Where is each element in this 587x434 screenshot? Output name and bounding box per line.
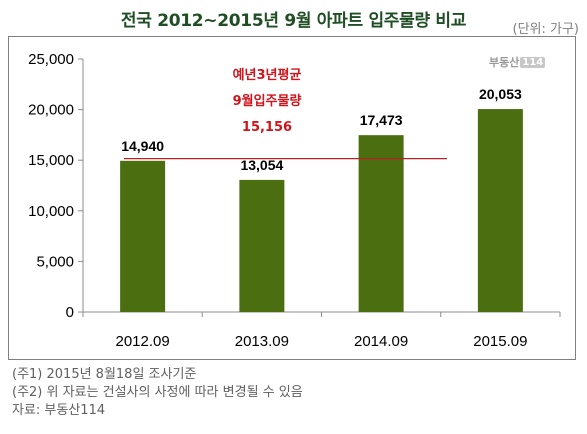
bar-2015.09: [477, 109, 523, 313]
bar-2013.09: [239, 179, 285, 312]
unit-label: (단위: 가구): [512, 22, 580, 37]
footnotes: (주1) 2015년 8월18일 조사기준 (주2) 위 자료는 건설사의 사정…: [12, 366, 303, 420]
y-tick-label: 5,000: [36, 253, 74, 270]
footnote-source: 자료: 부동산114: [12, 403, 106, 418]
y-tick-label: 20,000: [28, 102, 74, 119]
busan114-logo: 부동산 114: [489, 54, 546, 70]
bar-2012.09: [120, 160, 166, 312]
footnote-2: (주2) 위 자료는 건설사의 사정에 따라 변경될 수 있음: [12, 385, 303, 400]
average-label-line-3: 15,156: [242, 120, 292, 135]
y-tick-label: 15,000: [28, 152, 74, 169]
data-label-2015.09: 20,053: [479, 86, 522, 102]
bar-2014.09: [358, 135, 404, 312]
average-label-line-2: 9월입주물량: [233, 93, 302, 109]
footnote-1: (주1) 2015년 8월18일 조사기준: [12, 367, 197, 382]
logo-text: 부동산: [489, 56, 520, 69]
x-tick-label-2013.09: 2013.09: [235, 333, 289, 350]
data-label-2013.09: 13,054: [240, 157, 283, 173]
y-tick-label: 0: [66, 304, 74, 321]
data-label-2014.09: 17,473: [360, 112, 403, 128]
y-tick-label: 25,000: [28, 51, 74, 68]
x-tick-label-2014.09: 2014.09: [354, 333, 408, 350]
chart-title: 전국 2012~2015년 9월 아파트 입주물량 비교: [120, 11, 467, 31]
logo-number: 114: [520, 56, 546, 68]
data-label-2012.09: 14,940: [121, 138, 164, 154]
average-label-line-1: 예년3년평균: [233, 67, 302, 83]
x-tick-label-2012.09: 2012.09: [116, 333, 170, 350]
x-tick-label-2015.09: 2015.09: [473, 333, 527, 350]
y-tick-label: 10,000: [28, 203, 74, 220]
